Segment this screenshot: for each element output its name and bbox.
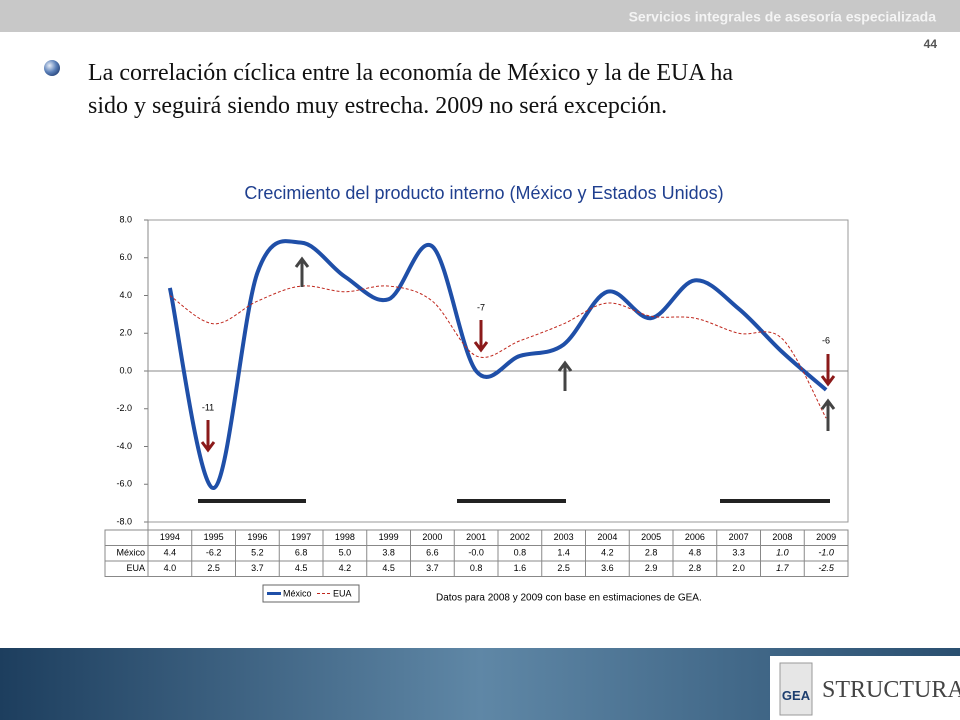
- table-value: 4.8: [689, 548, 702, 558]
- bullet-icon: [44, 60, 60, 76]
- table-value: 4.2: [601, 548, 614, 558]
- x-tick-label: 2009: [816, 532, 836, 542]
- series-line: [167, 239, 828, 491]
- arrow-head: [820, 375, 836, 387]
- table-value: 4.2: [339, 563, 352, 573]
- table-value: 4.4: [164, 548, 177, 558]
- x-tick-label: 2003: [554, 532, 574, 542]
- arrow-head: [294, 256, 310, 268]
- x-tick-label: 2002: [510, 532, 530, 542]
- x-tick-label: 1999: [379, 532, 399, 542]
- table-value: 2.9: [645, 563, 658, 573]
- table-value: 3.7: [426, 563, 439, 573]
- chart-title: Crecimiento del producto interno (México…: [244, 183, 723, 203]
- arrow-head: [557, 360, 573, 372]
- table-value: 1.6: [514, 563, 527, 573]
- table-value: 0.8: [470, 563, 483, 573]
- table-value: 1.4: [557, 548, 570, 558]
- tagline: Servicios integrales de asesoría especia…: [629, 9, 937, 25]
- arrow-head: [820, 398, 836, 410]
- bullet-line: sido y seguirá siendo muy estrecha. 2009…: [88, 93, 667, 119]
- table-value: 2.5: [207, 563, 220, 573]
- table-value: 4.5: [382, 563, 395, 573]
- table-value: 2.5: [557, 563, 570, 573]
- x-tick-label: 1998: [335, 532, 355, 542]
- table-value: 0.8: [514, 548, 527, 558]
- table-value: 3.6: [601, 563, 614, 573]
- table-value: 3.3: [732, 548, 745, 558]
- x-tick-label: 1994: [160, 532, 180, 542]
- logo-box: [779, 662, 813, 716]
- logo-structura: STRUCTURA: [822, 677, 960, 703]
- table-value: -6.2: [206, 548, 222, 558]
- legend-label: EUA: [333, 588, 352, 598]
- row-label: EUA: [126, 563, 145, 573]
- chart-note: Datos para 2008 y 2009 con base en estim…: [436, 593, 702, 604]
- table-value: -2.5: [818, 563, 835, 573]
- table-value: 2.8: [689, 563, 702, 573]
- table-value: 3.7: [251, 563, 264, 573]
- x-tick-label: 2000: [422, 532, 442, 542]
- table-value: 3.8: [382, 548, 395, 558]
- y-tick-label: -8.0: [116, 516, 132, 526]
- table-value: 6.6: [426, 548, 439, 558]
- x-tick-label: 2007: [729, 532, 749, 542]
- table-value: 1.0: [776, 548, 789, 558]
- y-tick-label: 4.0: [119, 290, 132, 300]
- table-value: 4.5: [295, 563, 308, 573]
- top-bar: [0, 0, 960, 32]
- table-value: 6.8: [295, 548, 308, 558]
- x-tick-label: 2005: [641, 532, 661, 542]
- y-tick-label: -4.0: [116, 441, 132, 451]
- table-value: 5.2: [251, 548, 264, 558]
- annotation: -7: [477, 302, 485, 312]
- table-value: 5.0: [339, 548, 352, 558]
- table-value: 1.7: [776, 563, 790, 573]
- table-value: 2.8: [645, 548, 658, 558]
- x-tick-label: 2004: [597, 532, 617, 542]
- x-tick-label: 2006: [685, 532, 705, 542]
- arrow-head: [200, 441, 216, 453]
- x-tick-label: 1995: [204, 532, 224, 542]
- logo-gea: GEA: [782, 688, 811, 703]
- row-label: México: [116, 548, 145, 558]
- arrow-head: [473, 341, 489, 353]
- y-tick-label: -2.0: [116, 403, 132, 413]
- y-tick-label: 6.0: [119, 252, 132, 262]
- y-tick-label: -6.0: [116, 479, 132, 489]
- page-number: 44: [924, 37, 938, 51]
- x-tick-label: 1996: [247, 532, 267, 542]
- annotation: -11: [202, 402, 214, 412]
- legend: [262, 584, 360, 603]
- table-value: -0.0: [468, 548, 484, 558]
- series-line: [169, 285, 827, 419]
- legend-label: México: [283, 588, 312, 598]
- annotation: -6: [822, 335, 830, 345]
- x-tick-label: 1997: [291, 532, 311, 542]
- bullet-line: La correlación cíclica entre la economía…: [88, 60, 733, 86]
- table-value: 4.0: [164, 563, 177, 573]
- x-tick-label: 2008: [772, 532, 792, 542]
- y-tick-label: 0.0: [119, 365, 132, 375]
- y-tick-label: 8.0: [119, 214, 132, 224]
- table-value: 2.0: [732, 563, 745, 573]
- x-tick-label: 2001: [466, 532, 486, 542]
- table-value: -1.0: [818, 548, 834, 558]
- y-tick-label: 2.0: [119, 328, 132, 338]
